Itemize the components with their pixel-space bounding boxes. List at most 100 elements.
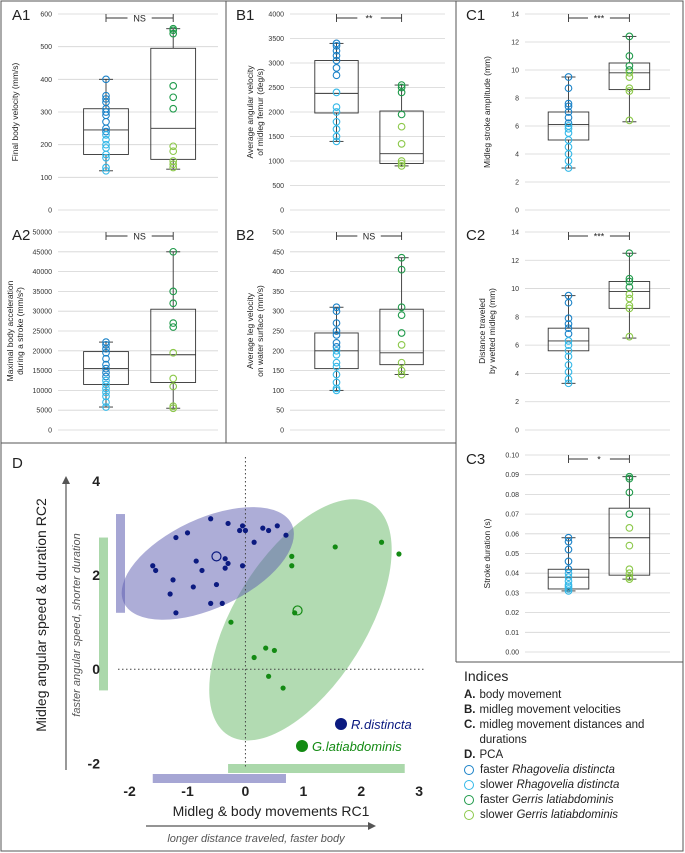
legend-faster-rhagovelia: faster Rhagovelia distincta	[464, 763, 682, 778]
data-point-glatiabdominis	[263, 645, 269, 651]
significance-label: ***	[594, 14, 605, 24]
data-point-glatiabdominis	[266, 673, 272, 679]
data-point-rdistincta	[150, 563, 156, 569]
data-point-faster	[332, 339, 341, 347]
data-point-faster	[332, 64, 341, 72]
data-point-slower	[564, 573, 573, 581]
data-point-slower	[332, 108, 341, 116]
data-point-slower	[332, 117, 341, 126]
y-tick-label: 2	[92, 567, 100, 583]
data-point-faster	[102, 95, 110, 103]
data-point-faster	[102, 117, 110, 126]
data-point-faster	[625, 510, 634, 518]
y-axis-label: Maximal body acceleration	[5, 280, 15, 381]
data-point-faster	[397, 253, 406, 262]
data-point-faster	[332, 307, 341, 316]
data-point-rdistincta	[225, 520, 231, 527]
legend-label-glatiabdominis: G.latiabdominis	[312, 739, 402, 754]
data-point-rdistincta	[173, 610, 179, 616]
y-tick-label: 6	[515, 124, 519, 131]
data-point-faster	[397, 303, 406, 312]
boxplot-a1: A1 0 100 200 300 400 500 600 Final body velocity…	[10, 7, 218, 215]
index-item-b: B. midleg movement velocities	[464, 704, 621, 716]
data-point-faster	[332, 41, 341, 50]
data-point-faster	[564, 119, 573, 128]
pca-panel: D -2 -1 0 1 2 3 -2 0 2 4 R.distincta G.latiabdominis…	[12, 455, 425, 845]
data-point-slower	[564, 164, 573, 172]
data-point-slower	[332, 362, 341, 371]
data-point-faster	[102, 348, 110, 357]
x-tick-label: 3	[415, 783, 423, 799]
y-tick-label: 100	[272, 388, 284, 395]
data-point-slower	[102, 166, 110, 175]
y-tick-label: 300	[272, 309, 284, 316]
data-point-slower	[102, 163, 110, 172]
y-tick-label: 1500	[268, 134, 284, 141]
y-tick-label: 0	[280, 428, 284, 435]
data-point-rdistincta	[170, 577, 176, 583]
data-point-slower	[625, 524, 634, 532]
legend-marker-glatiabdominis	[296, 740, 308, 752]
y-tick-label: 35000	[33, 289, 53, 296]
y-tick-label: 30000	[33, 309, 53, 316]
data-point-slower	[625, 301, 634, 310]
data-point-faster	[564, 84, 573, 93]
data-point-faster	[102, 368, 110, 377]
data-point-slower	[564, 337, 573, 345]
data-point-faster	[564, 537, 573, 546]
panel-label: B2	[236, 227, 254, 244]
y-tick-label: 6	[515, 343, 519, 350]
data-point-slower	[102, 140, 110, 149]
y-tick-label: 8	[515, 314, 519, 321]
data-point-slower	[564, 346, 573, 355]
data-point-rdistincta	[193, 558, 199, 564]
data-point-slower	[564, 124, 573, 133]
data-point-faster	[625, 274, 634, 283]
data-point-rdistincta	[237, 527, 243, 534]
data-point-rdistincta	[283, 532, 289, 538]
boxplot-c2: C2 0 2 4 6 8 10 12 14 Distance traveled by wetted …	[466, 227, 670, 435]
y-axis-label: by wetted midleg (mm)	[487, 288, 497, 374]
y-axis-sublabel: faster angular speed, shorter duration	[71, 533, 83, 716]
data-point-rdistincta	[190, 584, 196, 590]
data-point-rdistincta	[167, 591, 173, 597]
y-tick-label: 10	[511, 68, 519, 75]
data-point-slower	[332, 350, 341, 359]
y-tick-label: 0.01	[505, 630, 519, 637]
data-point-slower	[625, 68, 634, 77]
data-point-faster	[397, 311, 406, 320]
data-point-slower	[102, 392, 110, 401]
y-tick-label: 15000	[33, 368, 53, 375]
y-axis-label: of midleg femur (deg/s)	[255, 68, 265, 156]
data-point-faster	[564, 108, 573, 116]
data-point-glatiabdominis	[378, 539, 385, 545]
data-point-rdistincta	[274, 523, 280, 529]
data-point-rdistincta	[184, 530, 191, 536]
y-tick-label: 45000	[33, 249, 53, 256]
data-point-slower	[564, 375, 573, 383]
boxplot-c3: C3 0.00 0.01 0.02 0.03 0.04 0.05 0.06 0.07 0.08 0.…	[466, 451, 670, 657]
data-point-faster	[102, 108, 110, 116]
y-tick-label: 4	[515, 152, 519, 159]
data-point-slower	[332, 103, 341, 111]
y-axis-label: Midleg stroke amplitude (mm)	[482, 56, 492, 168]
data-point-slower	[102, 135, 110, 144]
y-tick-label: 0.06	[505, 531, 519, 538]
data-point-faster	[102, 127, 110, 136]
data-point-slower	[102, 388, 110, 397]
data-point-rdistincta	[208, 600, 214, 606]
data-point-slower	[169, 160, 178, 169]
y-tick-label: 100	[40, 175, 52, 182]
box	[547, 568, 590, 590]
data-point-faster	[102, 75, 110, 84]
data-point-slower	[102, 376, 110, 385]
data-point-faster	[564, 545, 573, 554]
data-point-slower	[102, 131, 110, 139]
data-point-slower	[169, 374, 178, 383]
data-point-slower	[397, 341, 406, 349]
data-point-slower	[625, 332, 634, 341]
legend-slower-gerris: slower Gerris latiabdominis	[464, 808, 682, 823]
circle-icon	[464, 780, 474, 790]
data-point-faster	[332, 331, 341, 339]
y-axis-label: Distance traveled	[477, 298, 487, 364]
